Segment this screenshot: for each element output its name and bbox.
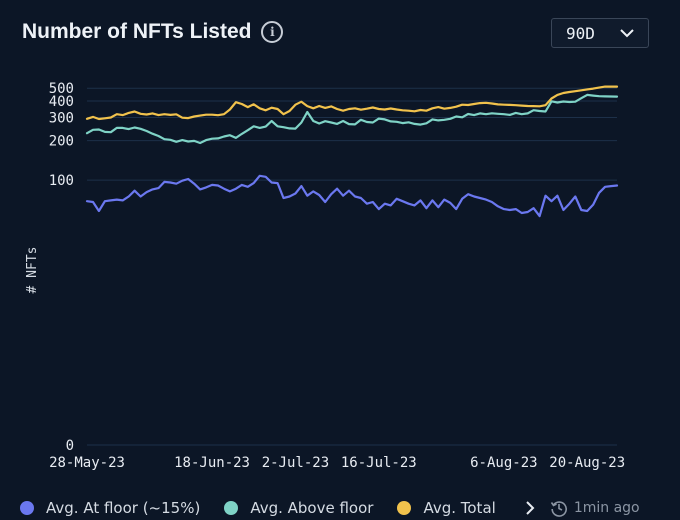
y-tick-label: 400 [49, 94, 74, 110]
legend-item-above-floor[interactable]: Avg. Above floor [224, 499, 373, 517]
legend-label: Avg. At floor (~15%) [46, 499, 201, 517]
x-axis-ticks: 28-May-23 18-Jun-23 2-Jul-23 16-Jul-23 6-Aug… [49, 455, 625, 471]
series-line-total [85, 85, 619, 121]
x-tick-label: 16-Jul-23 [341, 455, 417, 471]
y-tick-label: 200 [49, 134, 74, 150]
x-tick-label: 18-Jun-23 [174, 455, 250, 471]
y-tick-label: 300 [49, 110, 74, 126]
last-updated: 1min ago [550, 499, 640, 517]
legend-item-at-floor[interactable]: Avg. At floor (~15%) [20, 499, 200, 517]
chart-legend: Avg. At floor (~15%) Avg. Above floor Av… [20, 496, 670, 520]
x-tick-label: 2-Jul-23 [262, 455, 329, 471]
series-line-above-floor [85, 93, 619, 145]
history-icon [550, 501, 567, 517]
y-tick-label: 0 [66, 438, 74, 454]
last-updated-text: 1min ago [573, 500, 640, 516]
x-tick-label: 6-Aug-23 [470, 455, 537, 471]
chevron-right-icon[interactable] [524, 501, 536, 515]
time-range-dropdown[interactable]: 90D [551, 18, 649, 48]
y-axis-label: # NFTs [25, 247, 40, 294]
legend-item-total[interactable]: Avg. Total [397, 499, 496, 517]
gridlines [87, 87, 617, 446]
legend-swatch [20, 501, 34, 515]
x-tick-label: 28-May-23 [49, 455, 125, 471]
legend-swatch [397, 501, 412, 515]
series-lines [85, 85, 619, 218]
legend-label: Avg. Total [423, 499, 496, 517]
series-line-at-floor [85, 174, 619, 218]
page-title: Number of NFTs Listed [22, 20, 252, 43]
info-icon[interactable]: i [261, 21, 284, 43]
y-tick-label: 100 [49, 173, 74, 189]
chevron-down-icon [620, 29, 634, 38]
chart-title-row: Number of NFTs Listed i [22, 20, 284, 44]
time-range-value: 90D [566, 23, 595, 43]
legend-swatch [224, 501, 239, 515]
legend-label: Avg. Above floor [250, 499, 374, 517]
y-tick-label: 500 [49, 81, 74, 97]
x-tick-label: 20-Aug-23 [549, 455, 625, 471]
